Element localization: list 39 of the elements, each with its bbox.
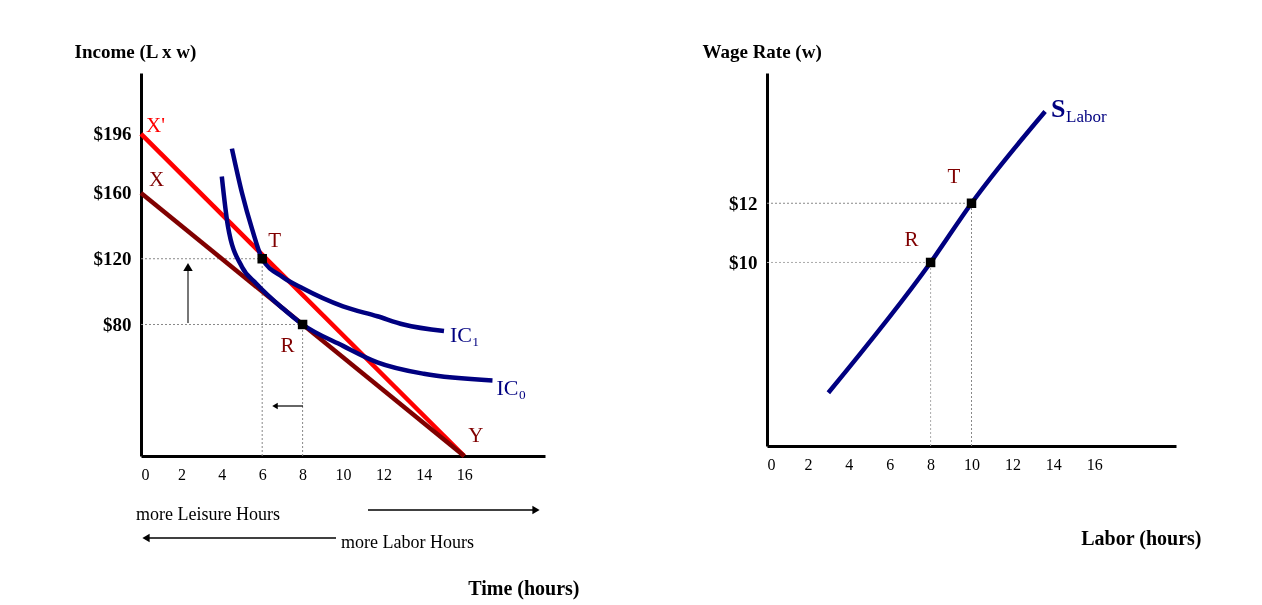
- x-tick-label: 14: [1045, 455, 1062, 473]
- annotation: Y: [468, 423, 484, 447]
- x-tick-label: 4: [845, 455, 854, 473]
- x-tick-label: 16: [456, 465, 473, 483]
- annotation: T: [268, 227, 282, 252]
- y-tick-label: $80: [103, 314, 132, 335]
- annotation: T: [947, 164, 961, 189]
- y-tick-label: $10: [729, 251, 758, 273]
- x-tick-label: 12: [1004, 455, 1021, 473]
- x-axis-title: Labor (hours): [1081, 526, 1202, 550]
- x-tick-label: 4: [218, 465, 227, 483]
- y-tick-label: $120: [93, 248, 132, 270]
- text: more Labor Hours: [341, 532, 474, 552]
- x-tick-label: 0: [767, 455, 776, 473]
- y-tick-label: $12: [729, 192, 758, 214]
- x-axis-title: Time (hours): [468, 576, 580, 600]
- y-tick-label: $160: [93, 182, 132, 204]
- x-tick-label: 16: [1086, 455, 1103, 473]
- annotation: X': [146, 112, 165, 137]
- x-tick-label: 8: [299, 465, 308, 483]
- annotation: R: [904, 227, 919, 252]
- y-axis-title: Wage Rate (w): [702, 40, 822, 63]
- x-tick-label: 2: [804, 455, 813, 473]
- x-tick-label: 0: [141, 465, 150, 483]
- x-tick-label: 2: [177, 465, 186, 483]
- series-label: IC₀: [496, 375, 527, 401]
- annotation: X: [149, 167, 165, 191]
- y-tick-label: $196: [93, 123, 132, 145]
- text: more Leisure Hours: [136, 504, 280, 524]
- x-tick-label: 10: [335, 465, 352, 483]
- x-tick-label: 6: [886, 455, 895, 473]
- annotation: R: [280, 333, 295, 358]
- x-tick-label: 12: [375, 465, 392, 483]
- x-tick-label: 8: [927, 455, 936, 473]
- x-tick-label: 14: [416, 465, 433, 483]
- x-tick-label: 6: [258, 465, 267, 483]
- x-tick-label: 10: [964, 455, 980, 473]
- y-axis-title: Income (L x w): [74, 40, 197, 63]
- series-label: IC₁: [450, 322, 480, 348]
